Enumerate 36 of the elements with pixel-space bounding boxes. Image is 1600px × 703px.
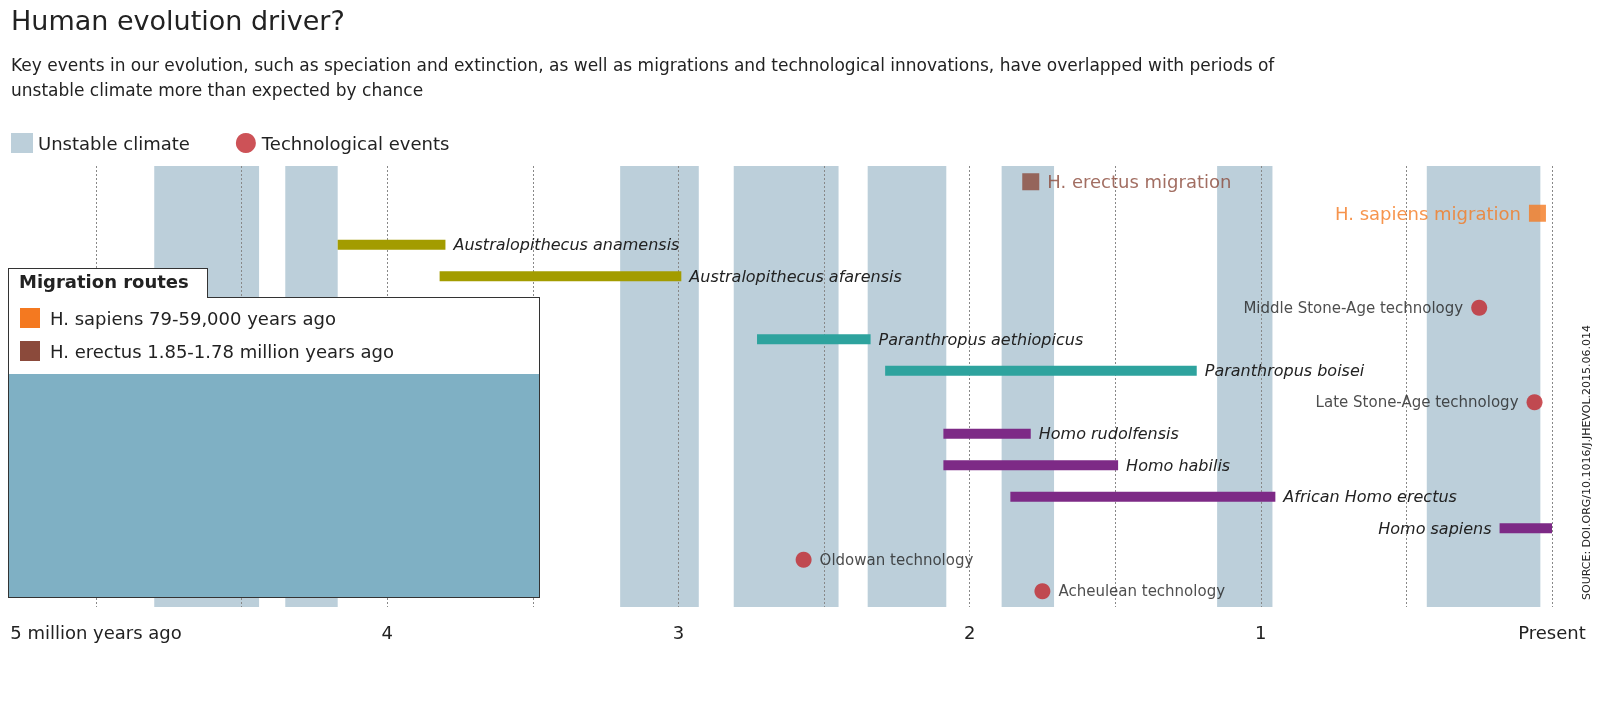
- x-tick-label: 4: [381, 621, 393, 643]
- bar: [885, 365, 1197, 376]
- y-tick-label: Late Stone-Age technology: [1315, 393, 1519, 412]
- y-tick-label: Paranthropus aethiopicus: [878, 329, 1084, 349]
- x-tick-label: Present: [1518, 621, 1586, 643]
- x-tick-label: 2: [963, 621, 976, 643]
- y-tick-label: Homo rudolfensis: [1038, 424, 1179, 444]
- y-tick-label: Paranthropus boisei: [1204, 361, 1365, 381]
- chart-subtitle: Key events in our evolution, such as speciation and extinction, as well as migrations and technological innovations, have overlapped with periods of unstable climate more than expected by chance: [11, 54, 1280, 100]
- y-tick-label: Homo sapiens: [1378, 518, 1492, 538]
- chart-title: Human evolution driver?: [11, 5, 345, 36]
- bar: [1499, 523, 1552, 534]
- legend-label: Technological events: [260, 132, 450, 154]
- bar: [943, 428, 1031, 439]
- bar: [439, 271, 682, 282]
- y-tick-label: H. erectus migration: [1047, 171, 1232, 193]
- y-tick-label: Australopithecus afarensis: [688, 266, 902, 286]
- bar: [757, 334, 871, 345]
- y-tick-label: Acheulean technology: [1058, 582, 1226, 601]
- x-tick-label: 1: [1255, 621, 1267, 643]
- y-tick-label: H. sapiens migration: [1334, 202, 1521, 224]
- bar: [1010, 491, 1276, 502]
- x-tick-label: 5 million years ago: [10, 621, 182, 643]
- y-tick-label: Oldowan technology: [819, 550, 974, 569]
- y-tick-label: African Homo erectus: [1282, 487, 1457, 507]
- x-tick-label: 3: [672, 621, 685, 643]
- y-tick-label: Middle Stone-Age technology: [1243, 298, 1464, 317]
- bar: [943, 460, 1119, 471]
- y-tick-label: Homo habilis: [1126, 455, 1231, 475]
- legend-label: Unstable climate: [38, 132, 190, 154]
- annotation: H. erectus 1.85-1.78 million years ago: [50, 340, 395, 362]
- annotation: Migration routes: [8, 268, 208, 298]
- y-tick-label: Australopithecus anamensis: [452, 235, 680, 255]
- annotation: H. sapiens 79-59,000 years ago: [50, 307, 336, 329]
- source-note: SOURCE: DOI.ORG/10.1016/J.JHEVOL.2015.06.014: [1579, 324, 1593, 600]
- bar: [337, 239, 446, 250]
